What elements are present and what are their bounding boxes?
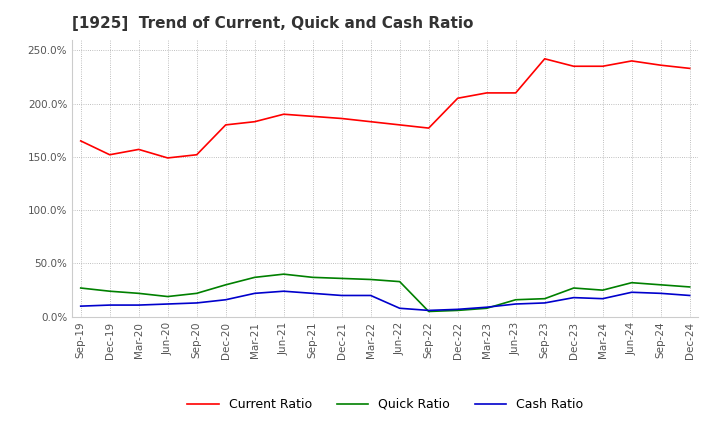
Cash Ratio [76, 304, 85, 309]
Quick Ratio [76, 286, 85, 291]
Quick Ratio [308, 275, 317, 280]
Cash Ratio [685, 293, 694, 298]
Current Ratio [163, 155, 172, 161]
Current Ratio [424, 125, 433, 131]
Quick Ratio [570, 286, 578, 291]
Cash Ratio [105, 302, 114, 308]
Cash Ratio [657, 291, 665, 296]
Current Ratio [192, 152, 201, 158]
Quick Ratio [657, 282, 665, 287]
Current Ratio [251, 119, 259, 125]
Legend: Current Ratio, Quick Ratio, Cash Ratio: Current Ratio, Quick Ratio, Cash Ratio [182, 393, 588, 416]
Cash Ratio [135, 302, 143, 308]
Current Ratio [135, 147, 143, 152]
Current Ratio [511, 90, 520, 95]
Current Ratio [76, 138, 85, 143]
Current Ratio [482, 90, 491, 95]
Quick Ratio [105, 289, 114, 294]
Quick Ratio [598, 287, 607, 293]
Quick Ratio [541, 296, 549, 301]
Quick Ratio [163, 294, 172, 299]
Current Ratio [598, 64, 607, 69]
Line: Cash Ratio: Cash Ratio [81, 291, 690, 310]
Cash Ratio [482, 304, 491, 310]
Quick Ratio [135, 291, 143, 296]
Current Ratio [657, 62, 665, 68]
Cash Ratio [541, 300, 549, 305]
Current Ratio [105, 152, 114, 158]
Cash Ratio [251, 291, 259, 296]
Cash Ratio [570, 295, 578, 300]
Quick Ratio [627, 280, 636, 285]
Quick Ratio [685, 284, 694, 290]
Current Ratio [685, 66, 694, 71]
Cash Ratio [279, 289, 288, 294]
Text: [1925]  Trend of Current, Quick and Cash Ratio: [1925] Trend of Current, Quick and Cash … [72, 16, 473, 32]
Current Ratio [627, 58, 636, 63]
Cash Ratio [308, 291, 317, 296]
Cash Ratio [366, 293, 375, 298]
Current Ratio [338, 116, 346, 121]
Current Ratio [366, 119, 375, 125]
Current Ratio [541, 56, 549, 62]
Current Ratio [308, 114, 317, 119]
Quick Ratio [251, 275, 259, 280]
Line: Current Ratio: Current Ratio [81, 59, 690, 158]
Cash Ratio [221, 297, 230, 302]
Quick Ratio [279, 271, 288, 277]
Quick Ratio [482, 306, 491, 311]
Quick Ratio [338, 276, 346, 281]
Quick Ratio [454, 308, 462, 313]
Line: Quick Ratio: Quick Ratio [81, 274, 690, 312]
Cash Ratio [598, 296, 607, 301]
Cash Ratio [338, 293, 346, 298]
Quick Ratio [395, 279, 404, 284]
Quick Ratio [424, 309, 433, 314]
Cash Ratio [163, 301, 172, 307]
Cash Ratio [192, 300, 201, 305]
Cash Ratio [395, 306, 404, 311]
Current Ratio [221, 122, 230, 128]
Current Ratio [395, 122, 404, 128]
Quick Ratio [192, 291, 201, 296]
Current Ratio [454, 95, 462, 101]
Current Ratio [279, 112, 288, 117]
Current Ratio [570, 64, 578, 69]
Cash Ratio [454, 307, 462, 312]
Cash Ratio [627, 290, 636, 295]
Quick Ratio [511, 297, 520, 302]
Cash Ratio [424, 308, 433, 313]
Quick Ratio [366, 277, 375, 282]
Cash Ratio [511, 301, 520, 307]
Quick Ratio [221, 282, 230, 287]
